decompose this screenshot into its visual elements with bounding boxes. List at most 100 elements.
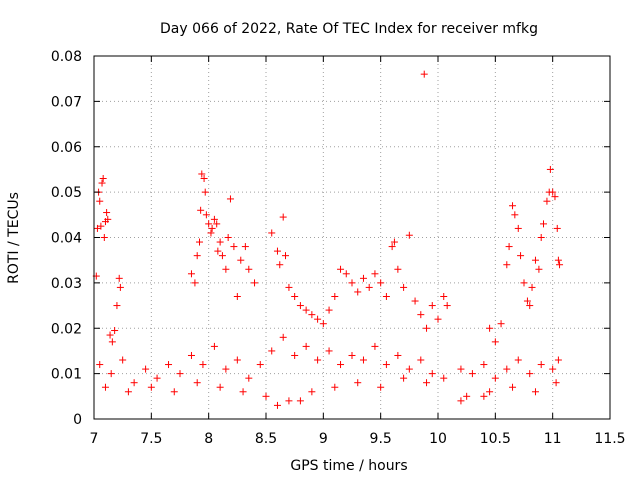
- data-point: [337, 361, 345, 369]
- y-tick-label: 0.01: [51, 367, 82, 383]
- data-point: [359, 356, 367, 364]
- data-point: [119, 356, 127, 364]
- data-point: [457, 365, 465, 373]
- data-point: [108, 338, 116, 346]
- data-point: [348, 279, 356, 287]
- data-point: [390, 238, 398, 246]
- data-point: [440, 292, 448, 300]
- data-point: [100, 234, 108, 241]
- data-point: [314, 315, 322, 323]
- y-tick-label: 0.07: [51, 94, 82, 110]
- data-point: [325, 306, 333, 314]
- data-point: [428, 370, 436, 378]
- y-tick-label: 0.04: [51, 231, 82, 247]
- data-point: [428, 302, 436, 310]
- data-point: [296, 397, 304, 405]
- data-point: [520, 279, 528, 287]
- x-tick-label: 10.5: [480, 431, 511, 447]
- data-point: [251, 279, 259, 287]
- x-tick-label: 10: [429, 431, 447, 447]
- data-point: [382, 292, 390, 300]
- data-point: [526, 370, 534, 378]
- data-point: [308, 311, 316, 319]
- data-point: [256, 361, 264, 369]
- data-point: [241, 243, 249, 251]
- data-point: [503, 365, 511, 373]
- data-point: [222, 265, 230, 273]
- data-point: [165, 361, 173, 369]
- data-point: [245, 265, 253, 273]
- data-point: [549, 365, 557, 373]
- data-point: [115, 274, 123, 282]
- y-axis-label: ROTI / TECUs: [6, 192, 22, 284]
- data-point: [551, 193, 559, 201]
- data-point: [411, 297, 419, 305]
- data-point: [331, 292, 339, 300]
- data-point: [486, 388, 494, 396]
- data-point: [285, 397, 293, 405]
- data-point: [554, 256, 562, 264]
- data-point: [276, 261, 284, 269]
- data-point: [214, 247, 222, 255]
- data-point: [302, 306, 310, 314]
- data-point: [198, 170, 206, 178]
- data-point: [526, 302, 534, 310]
- data-point: [201, 188, 209, 196]
- data-point: [359, 274, 367, 282]
- data-point: [549, 188, 557, 196]
- data-point: [233, 292, 241, 300]
- data-point: [233, 356, 241, 364]
- data-point: [552, 379, 560, 387]
- data-point: [130, 379, 138, 387]
- data-point: [103, 209, 111, 217]
- data-point: [147, 383, 155, 391]
- data-point: [546, 165, 554, 173]
- data-point: [208, 224, 216, 232]
- data-point: [237, 256, 245, 264]
- data-point: [514, 356, 522, 364]
- data-point: [523, 297, 531, 305]
- data-point: [468, 370, 476, 378]
- data-point: [153, 374, 161, 382]
- data-point: [200, 175, 208, 183]
- data-point: [142, 365, 150, 373]
- data-point: [394, 265, 402, 273]
- data-point: [104, 215, 112, 223]
- data-point: [210, 215, 218, 223]
- data-point: [197, 206, 205, 214]
- data-point: [400, 374, 408, 382]
- data-point: [107, 370, 115, 378]
- data-point: [423, 379, 431, 387]
- data-point: [187, 351, 195, 359]
- data-point: [325, 347, 333, 355]
- data-point: [377, 279, 385, 287]
- x-ticks: 7 7.5 8 8.5 9 9.5 10 10.5 11 11.5: [90, 56, 626, 447]
- data-point: [268, 229, 276, 237]
- data-point: [273, 247, 281, 255]
- data-point: [124, 388, 132, 396]
- y-ticks: 0 0.01 0.02 0.03 0.04 0.05 0.06 0.07 0.08: [51, 49, 610, 428]
- data-point: [354, 379, 362, 387]
- data-point: [101, 383, 109, 391]
- data-point: [187, 270, 195, 278]
- data-point: [96, 197, 104, 205]
- y-tick-label: 0.02: [51, 321, 82, 337]
- data-point: [279, 213, 287, 221]
- data-point: [195, 238, 203, 246]
- data-point: [371, 342, 379, 350]
- data-point: [556, 261, 564, 269]
- data-point: [222, 365, 230, 373]
- data-point: [99, 175, 107, 183]
- x-tick-label: 8: [204, 431, 213, 447]
- data-point: [480, 361, 488, 369]
- data-point: [205, 220, 213, 228]
- data-point: [291, 292, 299, 300]
- data-point: [509, 383, 517, 391]
- data-point: [226, 195, 234, 203]
- data-point: [202, 211, 210, 219]
- data-point: [176, 370, 184, 378]
- data-point: [463, 392, 471, 400]
- data-point: [423, 324, 431, 332]
- data-point: [377, 383, 385, 391]
